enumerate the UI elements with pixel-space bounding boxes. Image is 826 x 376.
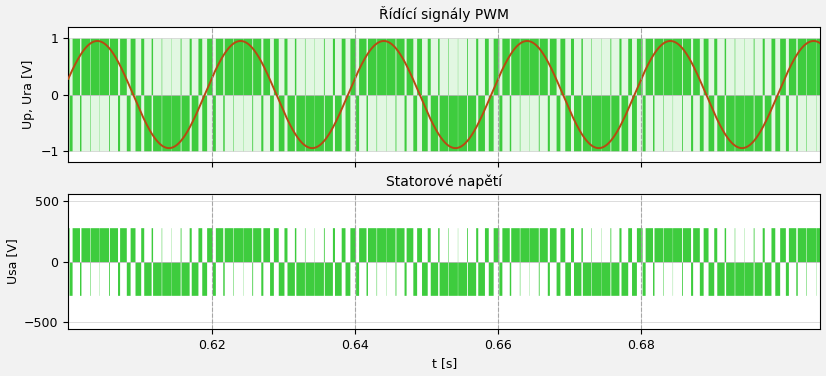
- Title: Statorové napětí: Statorové napětí: [387, 174, 502, 188]
- Title: Řídící signály PWM: Řídící signály PWM: [379, 6, 510, 21]
- X-axis label: t [s]: t [s]: [432, 358, 457, 370]
- Y-axis label: Up, Ura [V]: Up, Ura [V]: [21, 60, 35, 129]
- Y-axis label: Usa [V]: Usa [V]: [6, 239, 18, 284]
